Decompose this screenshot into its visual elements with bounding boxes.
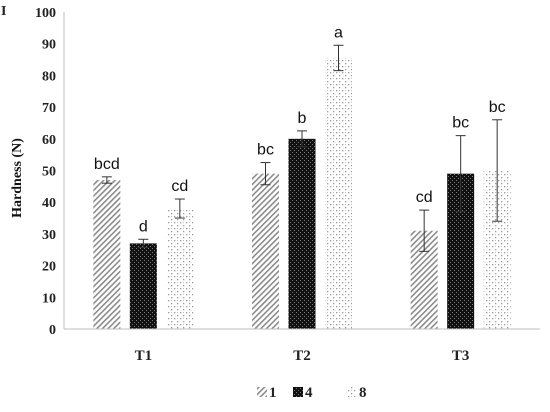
y-tick-label: 90	[42, 38, 56, 53]
legend-swatch	[257, 387, 267, 397]
legend-label: 4	[305, 385, 313, 401]
y-tick-label: 100	[35, 6, 56, 21]
significance-label: cd	[171, 178, 188, 195]
bar	[325, 57, 352, 330]
x-tick-label: T1	[135, 348, 153, 364]
y-tick-label: 70	[42, 101, 56, 116]
bar	[288, 138, 316, 329]
legend-item: 4	[293, 385, 313, 401]
x-tick-label: T2	[293, 348, 311, 364]
y-tick-label: 80	[42, 69, 56, 84]
y-tick-label: 10	[42, 291, 56, 306]
significance-label: cd	[416, 189, 433, 206]
y-tick-label: 30	[42, 228, 56, 243]
legend-swatch	[293, 387, 303, 397]
legend-label: 8	[359, 385, 367, 401]
significance-label: bc	[489, 99, 506, 116]
y-tick-label: 0	[49, 323, 56, 338]
significance-label: b	[298, 110, 307, 127]
legend-item: 8	[347, 385, 367, 401]
y-tick-label: 20	[42, 260, 56, 275]
legend: 1 4 8	[257, 385, 367, 401]
legend-item: 1	[257, 385, 277, 401]
corner-mark: I	[1, 4, 6, 19]
significance-label: bc	[452, 115, 469, 132]
bar	[93, 180, 121, 329]
y-axis-label: Hardness (N)	[10, 138, 25, 218]
y-axis: 0 10 20 30 40 50 60 70 80 90 100	[35, 6, 65, 338]
x-tick-label: T3	[452, 348, 470, 364]
bar	[129, 243, 157, 329]
bar	[166, 208, 194, 329]
y-tick-label: 40	[42, 196, 56, 211]
legend-swatch	[347, 387, 357, 397]
significance-label: a	[334, 24, 343, 41]
significance-label: bcd	[94, 156, 120, 173]
bar	[252, 173, 279, 329]
y-tick-label: 50	[42, 165, 56, 180]
legend-label: 1	[269, 385, 277, 401]
significance-label: bc	[257, 142, 274, 159]
x-axis: T1 T2 T3	[64, 328, 540, 364]
significance-label: d	[139, 218, 148, 235]
bars: bcd d cd bc b a cd bc bc	[93, 24, 511, 330]
y-tick-label: 60	[42, 133, 56, 148]
